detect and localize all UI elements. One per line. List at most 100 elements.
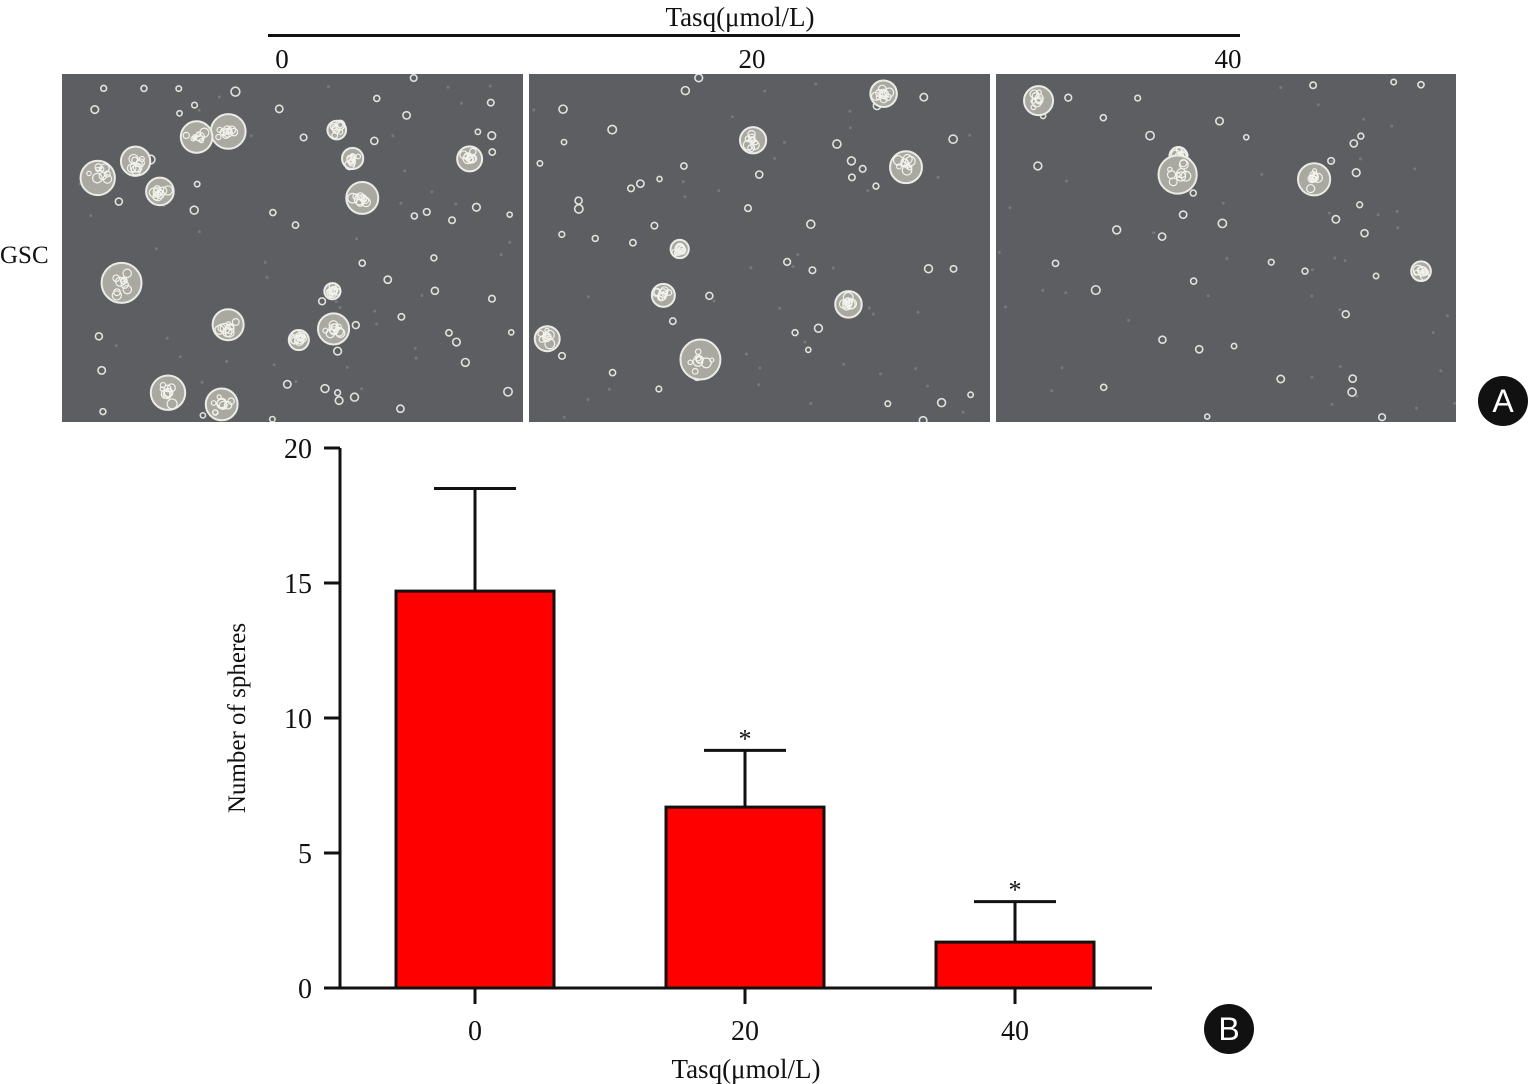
x-tick-label: 20 [731,1016,759,1047]
sphere-cell [895,163,902,170]
debris-dot [831,266,835,270]
debris-dot [586,397,590,401]
debris-dot [562,415,566,419]
debris-dot [749,266,753,270]
single-cell [1158,335,1167,345]
debris-dot [757,383,761,387]
sphere-cell [1416,266,1424,274]
sphere-cell [216,394,222,400]
sphere-cell [219,322,231,334]
debris-dot [803,340,807,344]
debris-dot [1050,389,1054,393]
single-cell [291,221,300,229]
debris-dot [866,188,870,192]
debris-dot [459,101,463,105]
sphere-cell [212,409,219,416]
cell-sphere [211,308,245,342]
debris-dot [796,253,800,257]
single-cell [1349,139,1359,148]
sphere-cell [752,139,759,146]
single-cell [1099,383,1108,392]
single-cell [1390,78,1398,86]
sphere-cell [166,383,176,393]
single-cell [1099,113,1108,122]
sphere-cell [192,135,198,141]
sphere-cell [360,195,368,203]
debris-dot [773,156,777,160]
single-cell [1347,387,1357,397]
sphere-cell [159,381,167,389]
debris-dot [446,85,450,89]
debris-dot [586,295,590,299]
sphere-body [79,159,116,197]
sphere-body [345,180,380,215]
debris-dot [1127,318,1131,322]
single-cell [806,219,816,229]
sphere-cell [1167,166,1173,173]
debris-dot [1279,86,1283,90]
single-cell [557,351,567,361]
single-cell [1033,161,1043,171]
cell-sphere [323,282,342,301]
single-cell [451,337,462,347]
single-cell [743,204,753,213]
sphere-cell [138,155,145,162]
cell-sphere [204,387,239,422]
debris-dot [848,126,852,130]
cell-sphere [179,120,214,154]
single-cell [791,328,799,337]
sphere-body [1157,154,1198,195]
y-axis-label: Number of spheres [224,622,251,814]
debris-dot [488,84,492,88]
micrograph-background [996,74,1456,422]
sphere-cell [113,288,121,297]
sphere-cell [331,131,339,139]
debris-dot [968,133,972,137]
single-cell [936,397,947,408]
cell-sphere [533,325,561,353]
sphere-cell [131,156,139,164]
debris-dot [263,260,267,264]
single-cell [114,197,124,206]
debris-dot [532,108,536,112]
single-cell [846,156,857,166]
sphere-cell [290,336,298,345]
single-cell [395,404,405,414]
sphere-cell [328,282,337,291]
debris-dot [399,201,403,205]
cell-sphere [1023,85,1055,117]
sphere-cell [158,186,168,196]
sphere-cell [222,127,233,138]
x-tick-label: 40 [1001,1016,1029,1047]
single-cell [471,202,482,212]
debris-dot [89,214,93,218]
sphere-cell [114,276,126,287]
sphere-cell [226,323,235,331]
sphere-cell [744,135,752,143]
single-cell [1417,80,1425,89]
single-cell [694,74,704,83]
micrograph-0 [62,74,523,422]
debris-dot [1453,401,1456,405]
sphere-cell [846,298,858,310]
single-cell [332,346,343,356]
single-cell [402,110,412,120]
debris-dot [414,356,418,360]
single-cell [349,392,360,402]
sphere-cell [335,121,345,131]
debris-dot [1413,167,1417,171]
single-cell [99,84,108,93]
sphere-body [204,387,239,422]
single-cell [1064,93,1073,102]
debris-dot [1260,172,1264,176]
sphere-cell [111,290,122,301]
single-cell [175,85,183,93]
debris-dot [1330,159,1334,163]
single-cell [334,396,344,406]
sphere-cell [346,155,356,165]
single-cell [847,173,856,182]
sphere-cell [153,185,162,194]
sphere-cell [227,397,235,406]
single-cell [1217,218,1228,229]
single-cell [507,328,515,336]
